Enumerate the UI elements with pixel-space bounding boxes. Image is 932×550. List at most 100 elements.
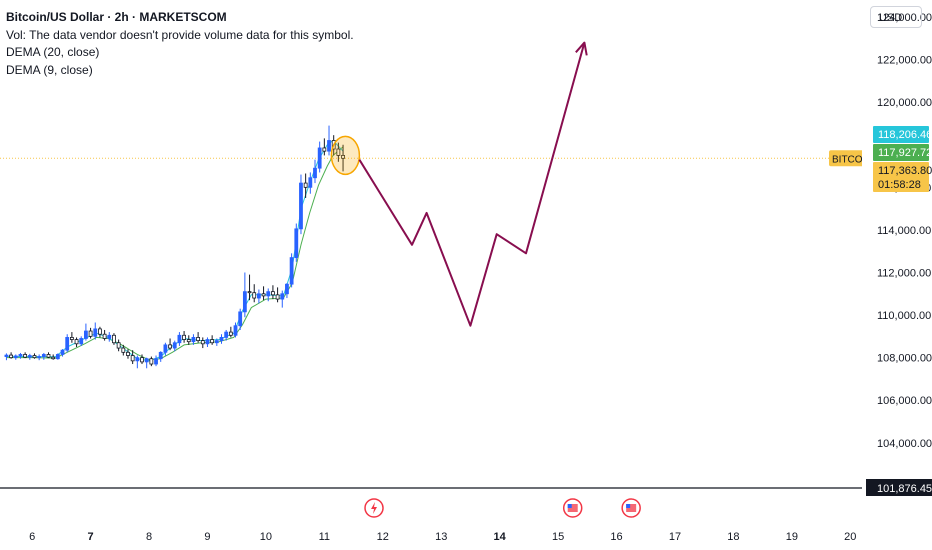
time-tick-label: 13 [435, 531, 447, 543]
candle-body[interactable] [140, 357, 144, 363]
candle-body[interactable] [294, 228, 299, 258]
price-badge [873, 144, 929, 161]
candle-body[interactable] [341, 155, 345, 159]
price-tick-label: 108,000.00 [877, 353, 932, 365]
candle-body[interactable] [79, 338, 84, 345]
candle-body[interactable] [98, 328, 102, 335]
candle-body[interactable] [93, 328, 98, 337]
candle-body[interactable] [116, 342, 121, 349]
candle-body[interactable] [219, 337, 224, 342]
candle-body[interactable] [107, 334, 112, 339]
candle-body[interactable] [32, 355, 37, 359]
candle-body[interactable] [9, 354, 14, 359]
indicator-dema9[interactable]: DEMA (9, close) [6, 62, 93, 77]
time-tick-label: 6 [29, 531, 35, 543]
indicator-dema20[interactable]: DEMA (20, close) [6, 45, 100, 59]
currency-button[interactable]: USD [870, 6, 922, 28]
candle-body[interactable] [322, 147, 327, 152]
candle-body[interactable] [238, 311, 243, 327]
candle-body[interactable] [285, 283, 289, 295]
candle-body[interactable] [266, 291, 271, 297]
time-tick-label: 7 [88, 531, 94, 543]
time-tick-label: 11 [319, 531, 330, 543]
candle-body[interactable] [327, 140, 331, 152]
candle-body[interactable] [126, 351, 130, 356]
candle-body[interactable] [261, 293, 266, 297]
candle-body[interactable] [214, 340, 219, 344]
candle-body[interactable] [163, 344, 168, 353]
candle-body[interactable] [196, 337, 201, 342]
symbol-badge[interactable] [829, 150, 871, 167]
candle-body[interactable] [60, 349, 65, 355]
candle-body[interactable] [23, 354, 28, 358]
candle-body[interactable] [308, 177, 313, 188]
candle-body[interactable] [313, 167, 317, 179]
candle-body[interactable] [299, 182, 303, 230]
candle-body[interactable] [303, 182, 308, 188]
time-tick-label: 16 [610, 531, 622, 543]
candle-body[interactable] [233, 325, 238, 336]
candle-body[interactable] [247, 291, 252, 294]
candle-body[interactable] [336, 148, 341, 156]
candle-body[interactable] [228, 331, 233, 336]
candle-body[interactable] [200, 340, 205, 345]
time-axis[interactable]: 6 7 8 9 10 11 12 13 14 15 16 17 18 19 20 [29, 498, 856, 543]
candle-body[interactable] [242, 291, 247, 313]
candle-body[interactable] [65, 337, 70, 351]
time-tick-label: 17 [669, 531, 681, 543]
candle-body[interactable] [41, 354, 46, 357]
price-badge-label: 117,363.80 [878, 165, 932, 177]
candle-body[interactable] [168, 344, 172, 349]
candle-body[interactable] [69, 337, 74, 340]
candle-body[interactable] [256, 293, 261, 299]
candle-body[interactable] [186, 339, 191, 343]
candle-body[interactable] [149, 358, 154, 365]
lightning-icon [371, 502, 378, 514]
price-badge [873, 126, 929, 143]
candle-body[interactable] [112, 334, 116, 344]
candle-body[interactable] [210, 339, 215, 344]
candle-body[interactable] [177, 334, 182, 344]
candle-body[interactable] [18, 354, 23, 357]
time-tick-label: 18 [727, 531, 739, 543]
bottom-price-label: 101,876.45 [877, 483, 932, 495]
candle-body[interactable] [135, 357, 140, 362]
candle-body[interactable] [182, 334, 186, 340]
projection-arrowhead [575, 41, 588, 56]
candle-body[interactable] [280, 293, 285, 300]
candle-body[interactable] [27, 355, 32, 358]
candle-body[interactable] [88, 330, 93, 337]
candle-body[interactable] [13, 355, 18, 359]
candle-body[interactable] [51, 356, 56, 360]
candle-body[interactable] [55, 354, 60, 360]
candle-body[interactable] [84, 330, 88, 339]
candle-body[interactable] [224, 331, 229, 338]
candle-body[interactable] [289, 257, 294, 285]
candle-body[interactable] [252, 292, 257, 299]
candle-body[interactable] [4, 354, 9, 357]
candle-body[interactable] [271, 291, 275, 296]
candle-body[interactable] [102, 333, 107, 339]
candle-body[interactable] [205, 339, 210, 345]
candle-body[interactable] [37, 356, 42, 359]
candle-body[interactable] [158, 351, 163, 360]
candle-body[interactable] [191, 337, 196, 343]
candle-body[interactable] [275, 294, 280, 300]
price-tick-label: 110,000.00 [877, 310, 931, 322]
candle-body[interactable] [130, 355, 135, 362]
candle-body[interactable] [144, 358, 149, 363]
candle-body[interactable] [46, 354, 51, 358]
us-flag-icon [567, 504, 578, 512]
projection-path [358, 42, 586, 327]
price-tick-label: 106,000.00 [877, 395, 932, 407]
candle-body[interactable] [121, 347, 126, 353]
candle-body[interactable] [172, 342, 177, 349]
price-axis[interactable]: 124,000.00122,000.00120,000.00116,000.00… [862, 0, 932, 550]
candle-body[interactable] [317, 147, 322, 169]
candle-body[interactable] [154, 358, 158, 365]
symbol-title[interactable]: Bitcoin/US Dollar · 2h · MARKETSCOM [6, 10, 227, 24]
highlight-circle[interactable] [330, 135, 361, 176]
candle-body[interactable] [74, 339, 79, 345]
time-tick-label: 14 [494, 531, 507, 543]
